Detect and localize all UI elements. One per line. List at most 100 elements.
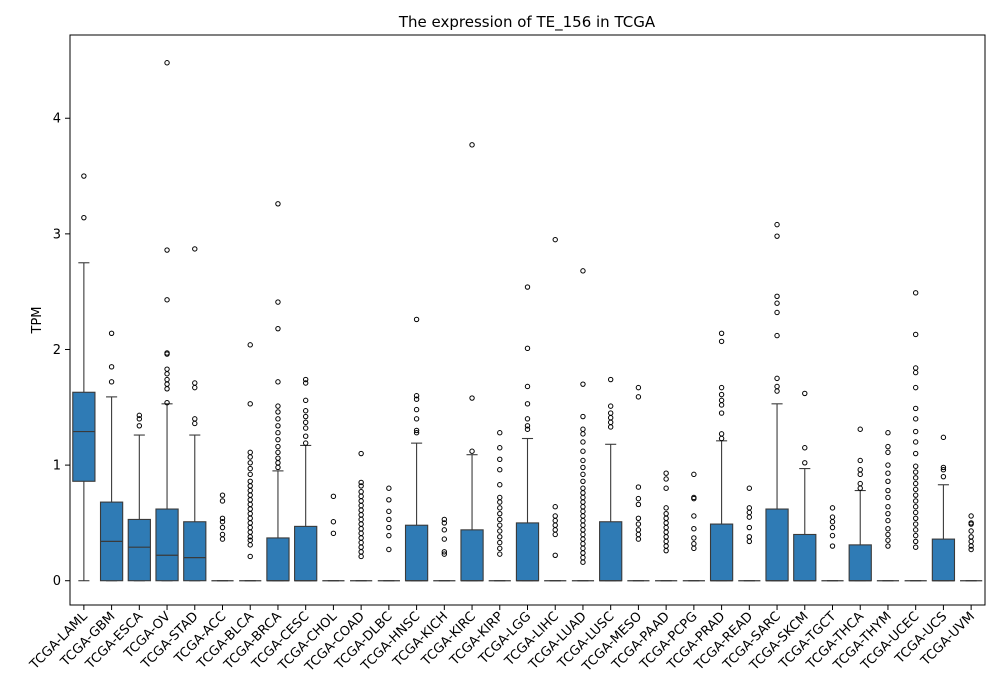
outlier-tcga-acc: [219, 498, 226, 504]
outlier-tcga-sarc: [774, 221, 780, 228]
outlier-tcga-dlbc: [386, 524, 392, 531]
outlier-tcga-ucec: [912, 428, 919, 435]
outlier-tcga-luad: [580, 268, 586, 274]
outlier-tcga-sarc: [774, 309, 780, 316]
outlier-tcga-dlbc: [386, 497, 392, 503]
outlier-tcga-lusc: [607, 424, 614, 430]
outlier-tcga-ucs: [940, 464, 947, 471]
outlier-tcga-esca: [136, 423, 143, 429]
outlier-tcga-ucec: [912, 504, 919, 510]
outlier-tcga-luad: [580, 464, 586, 471]
box-tcga-stad: [183, 521, 207, 582]
outlier-tcga-lihc: [552, 236, 558, 243]
outlier-tcga-meso: [635, 484, 642, 490]
outlier-tcga-ov: [164, 381, 170, 387]
outlier-tcga-blca: [247, 515, 253, 521]
outlier-tcga-lusc: [607, 403, 614, 409]
outlier-tcga-hnsc: [413, 316, 420, 323]
outlier-tcga-read: [746, 505, 753, 511]
outlier-tcga-stad: [192, 420, 198, 427]
y-tick-label: 2: [53, 343, 61, 358]
outlier-tcga-kirp: [497, 430, 503, 436]
outlier-tcga-coad: [358, 493, 364, 500]
outlier-tcga-paad: [663, 510, 669, 517]
outlier-tcga-acc: [219, 531, 226, 538]
outlier-tcga-blca: [247, 497, 253, 503]
outlier-tcga-thym: [885, 478, 891, 484]
outlier-tcga-uvm: [968, 520, 974, 526]
outlier-tcga-lgg: [524, 345, 531, 352]
outlier-tcga-ov: [164, 366, 170, 372]
outlier-tcga-kich: [441, 527, 448, 533]
outlier-tcga-meso: [635, 495, 642, 502]
box-tcga-prad: [709, 523, 734, 582]
outlier-tcga-skcm: [802, 460, 808, 466]
outlier-tcga-coad: [358, 525, 364, 532]
outlier-tcga-luad: [580, 536, 586, 542]
outlier-tcga-sarc: [774, 388, 780, 394]
outlier-tcga-tgct: [829, 505, 836, 511]
outlier-tcga-blca: [247, 492, 253, 498]
outlier-tcga-ucec: [912, 290, 919, 296]
outlier-tcga-pcpg: [691, 471, 697, 478]
outlier-tcga-ov: [164, 386, 170, 392]
outlier-tcga-lihc: [552, 517, 558, 524]
outlier-tcga-dlbc: [386, 485, 392, 491]
outlier-tcga-lusc: [607, 414, 614, 421]
outlier-tcga-kirp: [497, 534, 503, 540]
outlier-tcga-thym: [885, 504, 891, 510]
outlier-tcga-paad: [663, 520, 669, 526]
outlier-tcga-coad: [358, 512, 364, 518]
outlier-tcga-lihc: [552, 552, 558, 558]
outlier-tcga-uvm: [968, 513, 974, 519]
outlier-tcga-skcm: [802, 390, 808, 397]
outlier-tcga-dlbc: [386, 546, 392, 553]
outlier-tcga-dlbc: [386, 532, 392, 539]
outlier-tcga-ucec: [912, 544, 919, 550]
outlier-tcga-prad: [718, 397, 725, 404]
outlier-tcga-prad: [718, 384, 725, 391]
box-tcga-ucs: [931, 538, 956, 582]
outlier-tcga-tgct: [829, 532, 836, 539]
outlier-tcga-luad: [580, 426, 586, 432]
outlier-tcga-read: [746, 485, 753, 491]
outlier-tcga-luad: [580, 550, 586, 556]
outlier-tcga-meso: [635, 527, 642, 533]
outlier-tcga-coad: [358, 450, 364, 457]
outlier-tcga-pcpg: [691, 541, 697, 547]
outlier-tcga-stad: [192, 380, 198, 386]
outlier-tcga-luad: [580, 541, 586, 547]
outlier-tcga-blca: [247, 342, 253, 348]
outlier-tcga-thym: [885, 525, 891, 532]
outlier-tcga-ucs: [940, 467, 947, 473]
outlier-tcga-brca: [275, 455, 281, 461]
outlier-tcga-meso: [635, 531, 642, 538]
outlier-tcga-ucec: [912, 498, 919, 504]
outlier-tcga-hnsc: [413, 416, 420, 422]
outlier-tcga-luad: [580, 508, 586, 515]
outlier-tcga-paad: [663, 538, 669, 545]
outlier-tcga-kirp: [497, 510, 503, 517]
outlier-tcga-acc: [219, 536, 226, 542]
outlier-tcga-ucec: [912, 527, 919, 533]
outlier-tcga-sarc: [774, 233, 780, 239]
outlier-tcga-paad: [663, 485, 669, 491]
outlier-tcga-blca: [247, 478, 253, 484]
outlier-tcga-lihc: [552, 527, 558, 533]
outlier-tcga-lusc: [607, 410, 614, 416]
outlier-tcga-brca: [275, 423, 281, 429]
outlier-tcga-kirc: [469, 395, 475, 401]
outlier-tcga-cesc: [302, 408, 309, 414]
outlier-tcga-ucs: [940, 473, 947, 480]
outlier-tcga-thca: [857, 467, 863, 473]
outlier-tcga-pcpg: [691, 513, 697, 519]
outlier-tcga-sarc: [774, 383, 780, 390]
outlier-tcga-paad: [663, 505, 669, 511]
outlier-tcga-kirp: [497, 551, 503, 557]
outlier-tcga-hnsc: [413, 430, 420, 436]
outlier-tcga-ucec: [912, 450, 919, 457]
outlier-tcga-ov: [164, 376, 170, 383]
outlier-tcga-thym: [885, 470, 891, 476]
outlier-tcga-sarc: [774, 300, 780, 306]
outlier-tcga-luad: [580, 559, 586, 565]
